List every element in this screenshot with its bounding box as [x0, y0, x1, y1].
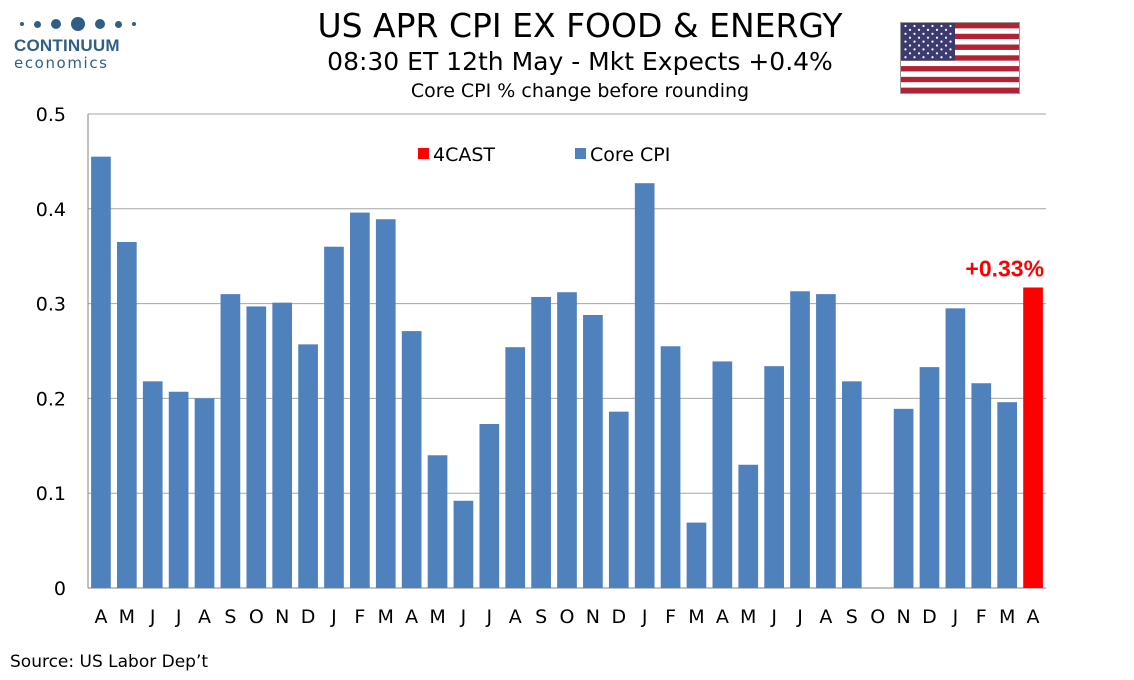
logo-name: CONTINUUM — [14, 36, 120, 55]
x-tick-label: J — [149, 606, 156, 628]
bar-core-cpi — [790, 291, 810, 588]
bar-core-cpi — [401, 331, 422, 588]
x-tick-label: F — [976, 606, 987, 628]
forecast-data-label: +0.33% — [965, 255, 1044, 281]
bar-core-cpi — [816, 294, 836, 588]
x-tick-label: J — [952, 606, 959, 628]
bar-core-cpi — [246, 306, 267, 588]
bar-core-cpi — [220, 294, 241, 588]
x-tick-label: J — [330, 606, 337, 628]
x-tick-label: J — [770, 606, 777, 628]
x-tick-label: O — [870, 606, 885, 628]
x-tick-label: J — [460, 606, 467, 628]
x-tick-label: M — [740, 606, 756, 628]
x-tick-label: M — [999, 606, 1015, 628]
bar-core-cpi — [350, 212, 370, 589]
x-tick-label: D — [922, 606, 937, 628]
bar-core-cpi — [712, 361, 733, 588]
legend-swatch — [418, 148, 429, 159]
bar-core-cpi — [91, 156, 111, 588]
y-tick-label: 0.4 — [36, 199, 66, 221]
bar-core-cpi — [557, 292, 577, 588]
bar-core-cpi — [738, 464, 759, 588]
bar-core-cpi — [194, 398, 215, 588]
x-tick-label: S — [846, 606, 858, 628]
bar-core-cpi — [608, 411, 629, 588]
bar-core-cpi — [142, 381, 163, 588]
bar-core-cpi — [453, 500, 474, 588]
bar-core-cpi — [945, 308, 966, 588]
legend-label: Core CPI — [590, 144, 670, 166]
bar-core-cpi — [298, 344, 318, 588]
x-tick-label: A — [94, 606, 107, 628]
x-tick-label: N — [896, 606, 910, 628]
legend-label: 4CAST — [433, 144, 495, 166]
x-tick-label: J — [175, 606, 182, 628]
bar-core-cpi — [375, 219, 396, 588]
x-tick-label: M — [119, 606, 135, 628]
bar-core-cpi — [971, 383, 992, 588]
bar-core-cpi — [272, 302, 293, 588]
x-tick-label: A — [819, 606, 832, 628]
x-tick-label: A — [509, 606, 522, 628]
x-tick-label: M — [688, 606, 704, 628]
x-tick-label: O — [560, 606, 575, 628]
us-flag-icon — [900, 22, 1020, 94]
y-tick-label: 0.1 — [36, 483, 66, 505]
bar-core-cpi — [997, 402, 1018, 588]
x-tick-label: N — [586, 606, 600, 628]
x-tick-label: F — [665, 606, 676, 628]
x-tick-label: S — [224, 606, 236, 628]
bar-core-cpi — [660, 346, 681, 588]
x-tick-label: F — [354, 606, 365, 628]
bar-core-cpi — [531, 296, 551, 588]
bar-core-cpi — [505, 347, 526, 588]
x-tick-label: O — [249, 606, 264, 628]
y-tick-label: 0.3 — [36, 294, 66, 316]
x-tick-label: J — [796, 606, 803, 628]
bar-core-cpi — [427, 455, 448, 588]
x-tick-label: D — [301, 606, 316, 628]
x-tick-label: S — [535, 606, 547, 628]
y-tick-label: 0.5 — [36, 104, 66, 126]
bar-core-cpi — [116, 241, 137, 589]
chart-title: US APR CPI EX FOOD & ENERGY — [317, 6, 843, 45]
bar-core-cpi — [893, 408, 914, 588]
x-tick-label: J — [641, 606, 648, 628]
x-tick-label: J — [486, 606, 493, 628]
y-tick-label: 0 — [54, 578, 66, 600]
bar-forecast — [1023, 287, 1043, 588]
bar-core-cpi — [168, 391, 189, 588]
chart-subtitle: 08:30 ET 12th May - Mkt Expects +0.4% — [327, 47, 833, 76]
x-tick-label: M — [378, 606, 394, 628]
logo: CONTINUUM economics — [14, 14, 144, 72]
source-note: Source: US Labor Dep’t — [10, 652, 209, 672]
y-tick-label: 0.2 — [36, 388, 66, 410]
x-tick-label: D — [611, 606, 626, 628]
bar-core-cpi — [686, 522, 707, 588]
bar-core-cpi — [634, 183, 655, 589]
bar-core-cpi — [583, 314, 603, 588]
x-tick-label: N — [275, 606, 289, 628]
logo-sub: economics — [14, 54, 109, 72]
bar-core-cpi — [919, 367, 940, 588]
chart-note: Core CPI % change before rounding — [410, 80, 750, 102]
legend-swatch — [575, 148, 586, 159]
bar-core-cpi — [764, 366, 784, 588]
bar-core-cpi — [324, 246, 344, 588]
logo-dots — [20, 14, 144, 34]
bar-core-cpi — [841, 381, 862, 588]
x-tick-label: A — [198, 606, 211, 628]
x-tick-label: A — [405, 606, 418, 628]
bar-core-cpi — [479, 423, 500, 588]
x-tick-label: A — [1027, 606, 1040, 628]
x-tick-label: M — [429, 606, 445, 628]
x-tick-label: A — [716, 606, 729, 628]
